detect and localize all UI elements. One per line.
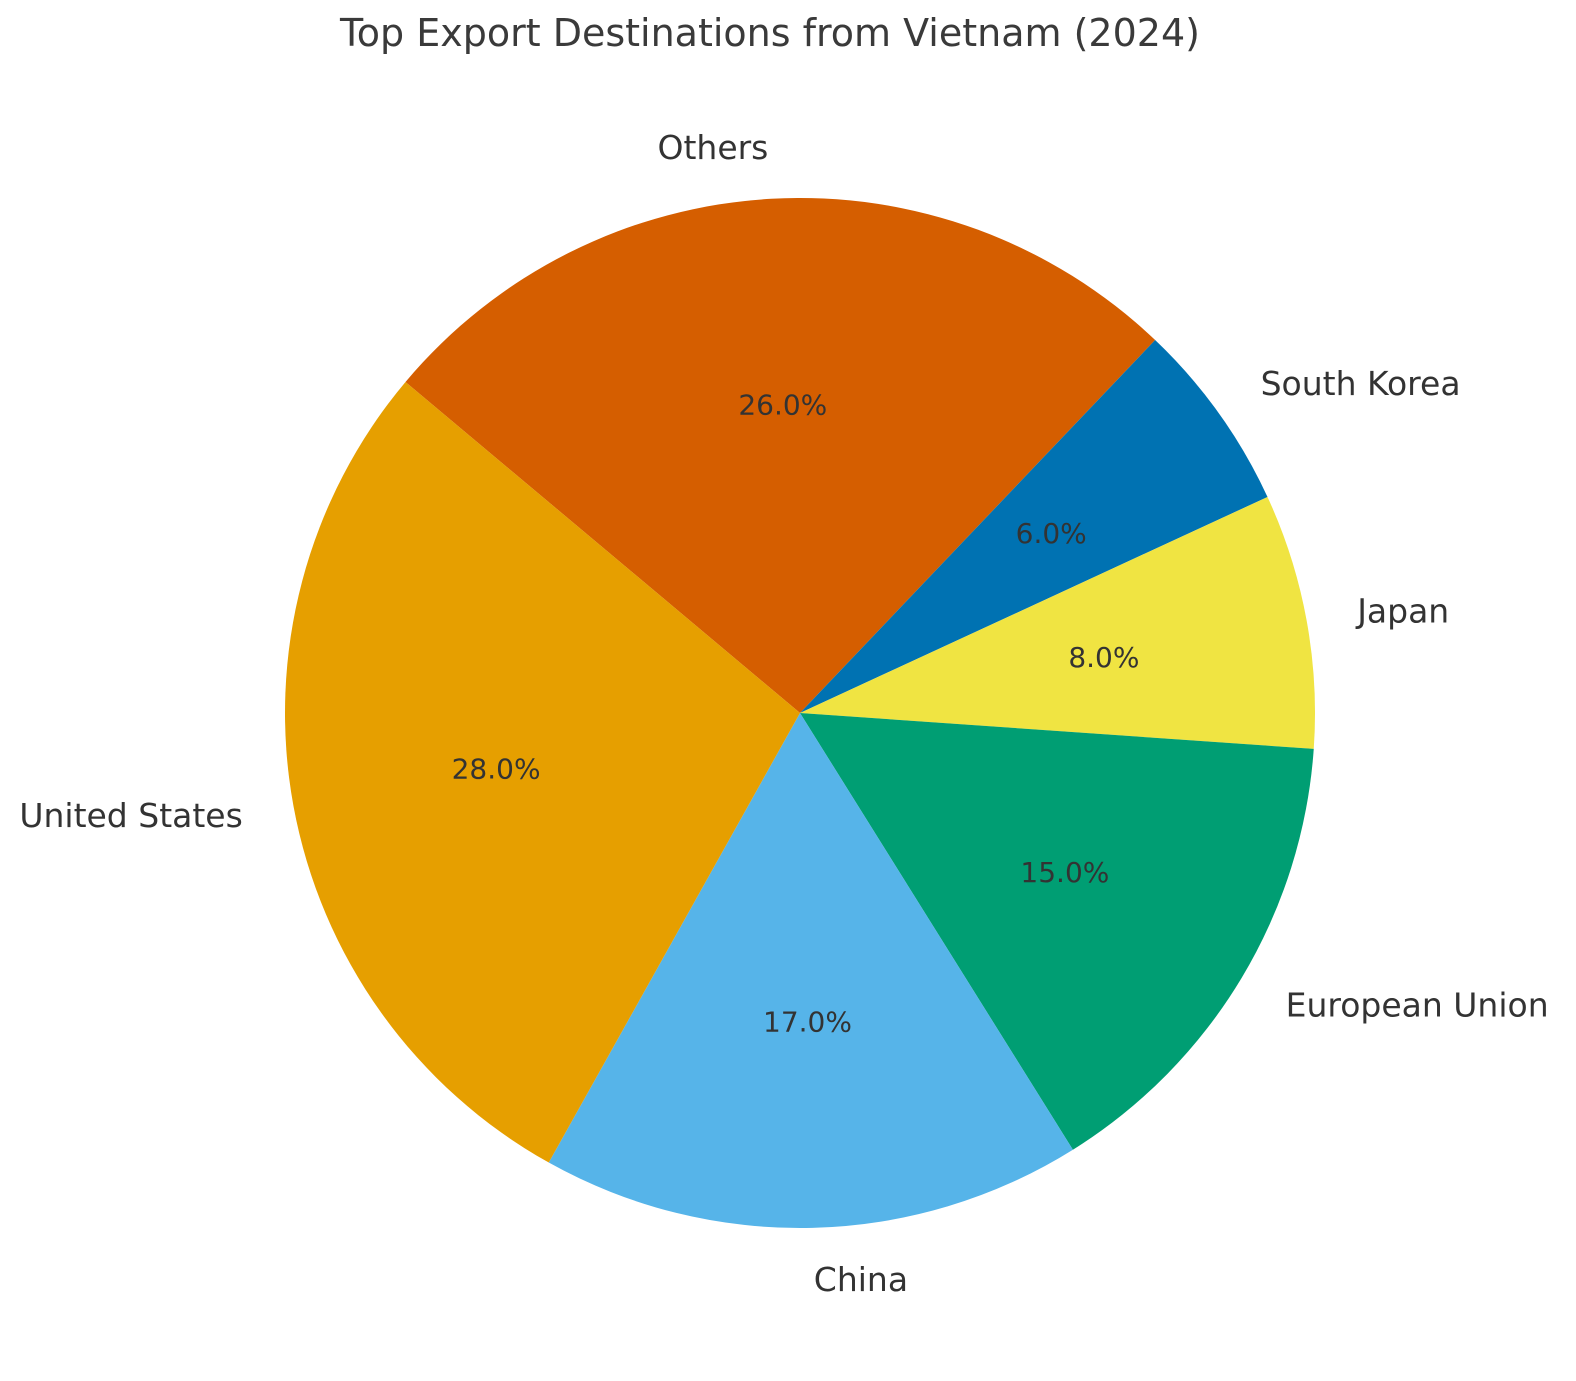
slice-label-others: Others	[657, 128, 768, 167]
pie-slice-china	[548, 713, 1073, 1228]
slice-pct-european-union: 15.0%	[1020, 856, 1109, 889]
slice-pct-united-states: 28.0%	[452, 753, 541, 786]
slice-label-european-union: European Union	[1286, 985, 1549, 1024]
slice-pct-japan: 8.0%	[1068, 641, 1139, 674]
pie-slice-united-states	[285, 381, 800, 1163]
slice-pct-south-korea: 6.0%	[1016, 517, 1087, 550]
slice-label-united-states: United States	[19, 796, 242, 835]
chart-title: Top Export Destinations from Vietnam (20…	[339, 11, 1200, 55]
pie-slice-european-union	[800, 713, 1314, 1150]
slice-pct-china: 17.0%	[763, 1006, 852, 1039]
pie-slice-south-korea	[800, 340, 1268, 713]
pie-slice-japan	[800, 496, 1316, 749]
slice-label-china: China	[814, 1260, 908, 1299]
pie-labels: Others 26.0% South Korea 6.0% Japan 8.0% Europ…	[19, 128, 1548, 1299]
slice-label-japan: Japan	[1355, 591, 1449, 630]
slice-pct-others: 26.0%	[738, 388, 827, 421]
pie-slice-others	[405, 198, 1156, 713]
slice-label-south-korea: South Korea	[1261, 364, 1461, 403]
pie-slices	[285, 198, 1316, 1228]
